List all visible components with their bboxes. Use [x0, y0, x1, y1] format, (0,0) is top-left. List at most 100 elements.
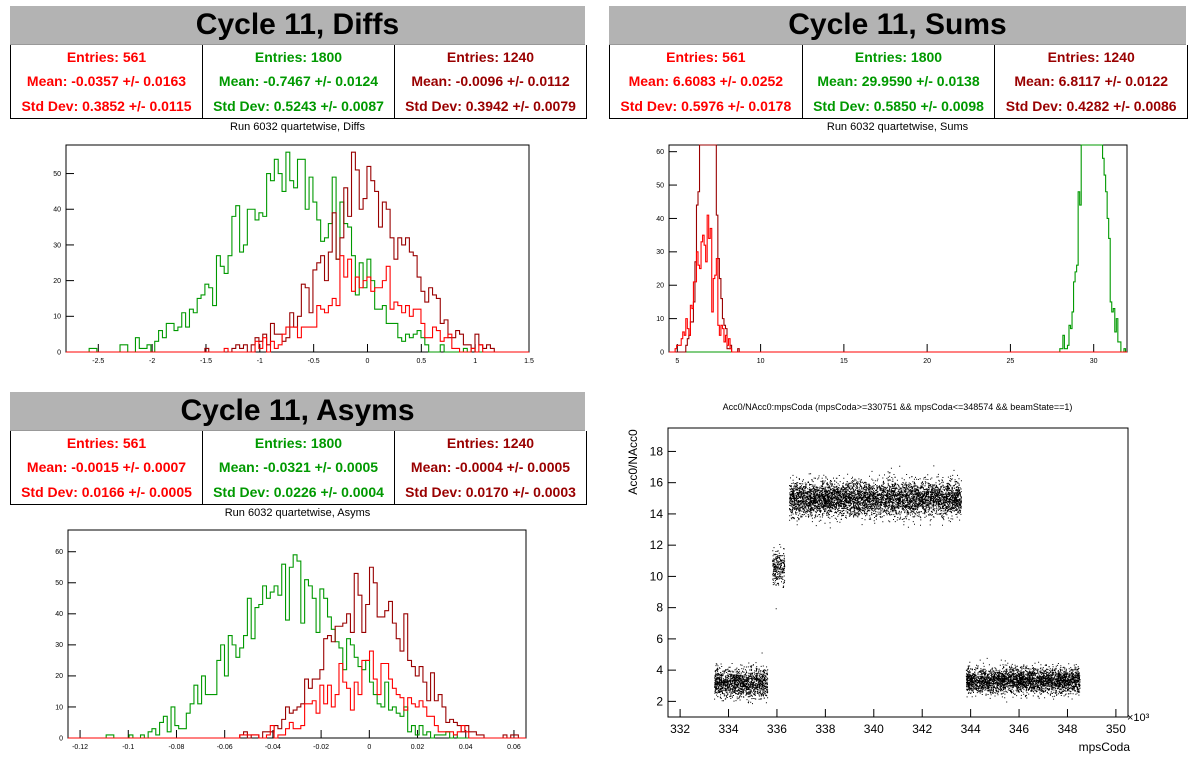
x-tick-label: 1.5: [524, 358, 534, 365]
histogram-series: [68, 554, 526, 739]
x-tick-label: -1: [257, 358, 263, 365]
y-tick-label: 50: [55, 580, 63, 587]
diffs-stat-red: Entries: 561 Mean: -0.0357 +/- 0.0163 St…: [11, 45, 203, 118]
asyms-title: Cycle 11, Asyms: [10, 392, 585, 431]
stat-entries: Entries: 561: [666, 49, 746, 66]
x-tick-label: 332: [670, 722, 690, 736]
x-tick-label: 1: [473, 358, 477, 365]
y-tick-label: 10: [650, 569, 664, 583]
stat-std: Std Dev: 0.0226 +/- 0.0004: [213, 483, 384, 500]
stat-mean: Mean: -0.0004 +/- 0.0005: [410, 459, 571, 476]
x-tick-label: 0.04: [459, 744, 473, 751]
stat-mean: Mean: -0.7467 +/- 0.0124: [218, 73, 379, 90]
y-tick-label: 2: [656, 694, 663, 708]
x-tick-label: 346: [1009, 722, 1029, 736]
x-tick-label: -0.5: [308, 358, 320, 365]
asyms-subtitle: Run 6032 quartetwise, Asyms: [224, 507, 371, 519]
stat-entries: Entries: 1240: [446, 49, 535, 66]
y-tick-label: 30: [656, 249, 664, 256]
scatter-ylabel: Acc0/NAcc0: [626, 429, 640, 495]
y-tick-label: 14: [650, 507, 664, 521]
stat-entries: Entries: 561: [66, 435, 147, 452]
x-tick-label: -1.5: [200, 358, 212, 365]
sums-stat-darkred: Entries: 1240 Mean: 6.8117 +/- 0.0122 St…: [995, 45, 1187, 118]
stat-mean: Mean: -0.0015 +/- 0.0007: [26, 459, 187, 476]
stat-std: Std Dev: 0.5243 +/- 0.0087: [213, 97, 384, 114]
plot-frame: [667, 427, 1129, 718]
x-tick-label: 0: [367, 744, 371, 751]
y-tick-label: 16: [650, 476, 664, 490]
x-tick-label: -0.02: [313, 744, 329, 751]
stat-std: Std Dev: 0.5850 +/- 0.0098: [813, 97, 984, 114]
scatter-points: [714, 465, 1081, 705]
x-tick-label: 20: [923, 358, 931, 365]
asyms-stat-green: Entries: 1800 Mean: -0.0321 +/- 0.0005 S…: [203, 431, 395, 504]
x-tick-label: 334: [719, 722, 739, 736]
x-tick-label: 5: [675, 358, 679, 365]
x-tick-label: 344: [961, 722, 981, 736]
y-tick-label: 10: [53, 314, 61, 321]
x-tick-label: 25: [1007, 358, 1015, 365]
y-tick-label: 0: [57, 349, 61, 356]
y-tick-label: 40: [656, 216, 664, 223]
diffs-stat-green: Entries: 1800 Mean: -0.7467 +/- 0.0124 S…: [203, 45, 395, 118]
stat-entries: Entries: 1800: [254, 49, 343, 66]
x-tick-label: -0.08: [168, 744, 184, 751]
y-tick-label: 20: [656, 283, 664, 290]
stat-entries: Entries: 561: [66, 49, 147, 66]
sums-title: Cycle 11, Sums: [609, 6, 1186, 45]
sums-stat-green: Entries: 1800 Mean: 29.9590 +/- 0.0138 S…: [803, 45, 996, 118]
stat-mean: Mean: -0.0321 +/- 0.0005: [218, 459, 379, 476]
x-tick-label: 0.5: [416, 358, 426, 365]
y-tick-label: 4: [656, 663, 663, 677]
y-tick-label: 10: [55, 704, 63, 711]
x-tick-label: 338: [815, 722, 835, 736]
x-tick-label: 0.02: [411, 744, 425, 751]
y-tick-label: 20: [55, 673, 63, 680]
stat-std: Std Dev: 0.3852 +/- 0.0115: [21, 97, 192, 114]
histogram-series: [66, 151, 529, 353]
x-tick-label: 348: [1057, 722, 1077, 736]
x-tick-label: 340: [864, 722, 884, 736]
stat-entries: Entries: 1800: [854, 49, 943, 66]
scatter-title: Acc0/NAcc0:mpsCoda (mpsCoda>=330751 && m…: [722, 402, 1073, 412]
scatter-xexp: ×10³: [1127, 712, 1150, 724]
histogram-series: [66, 255, 529, 353]
x-tick-label: 15: [840, 358, 848, 365]
y-tick-label: 6: [656, 632, 663, 646]
stat-entries: Entries: 1240: [446, 435, 535, 452]
y-tick-label: 40: [53, 207, 61, 214]
x-tick-label: 350: [1106, 722, 1126, 736]
x-tick-label: 336: [767, 722, 787, 736]
y-tick-label: 50: [656, 182, 664, 189]
stat-mean: Mean: 29.9590 +/- 0.0138: [817, 73, 980, 90]
y-tick-label: 30: [53, 242, 61, 249]
diffs-stat-darkred: Entries: 1240 Mean: -0.0096 +/- 0.0112 S…: [395, 45, 586, 118]
y-tick-label: 18: [650, 444, 664, 458]
stat-std: Std Dev: 0.3942 +/- 0.0079: [405, 97, 576, 114]
plot-frame: [67, 529, 527, 739]
x-tick-label: -0.12: [72, 744, 88, 751]
stat-entries: Entries: 1800: [254, 435, 343, 452]
stat-mean: Mean: -0.0357 +/- 0.0163: [26, 73, 187, 90]
y-tick-label: 40: [55, 611, 63, 618]
diffs-subtitle: Run 6032 quartetwise, Diffs: [230, 121, 365, 133]
y-tick-label: 20: [53, 278, 61, 285]
asyms-stats-box: Entries: 561 Mean: -0.0015 +/- 0.0007 St…: [10, 431, 587, 505]
scatter-xlabel: mpsCoda: [1078, 740, 1130, 754]
y-tick-label: 50: [53, 171, 61, 178]
x-tick-label: -0.1: [122, 744, 134, 751]
stat-mean: Mean: 6.6083 +/- 0.0252: [628, 73, 784, 90]
sums-stat-red: Entries: 561 Mean: 6.6083 +/- 0.0252 Std…: [610, 45, 803, 118]
x-tick-label: 342: [912, 722, 932, 736]
stat-entries: Entries: 1240: [1047, 49, 1135, 66]
x-tick-label: -2: [149, 358, 155, 365]
stat-mean: Mean: -0.0096 +/- 0.0112: [411, 73, 570, 90]
stat-std: Std Dev: 0.5976 +/- 0.0178: [620, 97, 792, 114]
stat-std: Std Dev: 0.4282 +/- 0.0086: [1005, 97, 1177, 114]
x-tick-label: 10: [757, 358, 765, 365]
